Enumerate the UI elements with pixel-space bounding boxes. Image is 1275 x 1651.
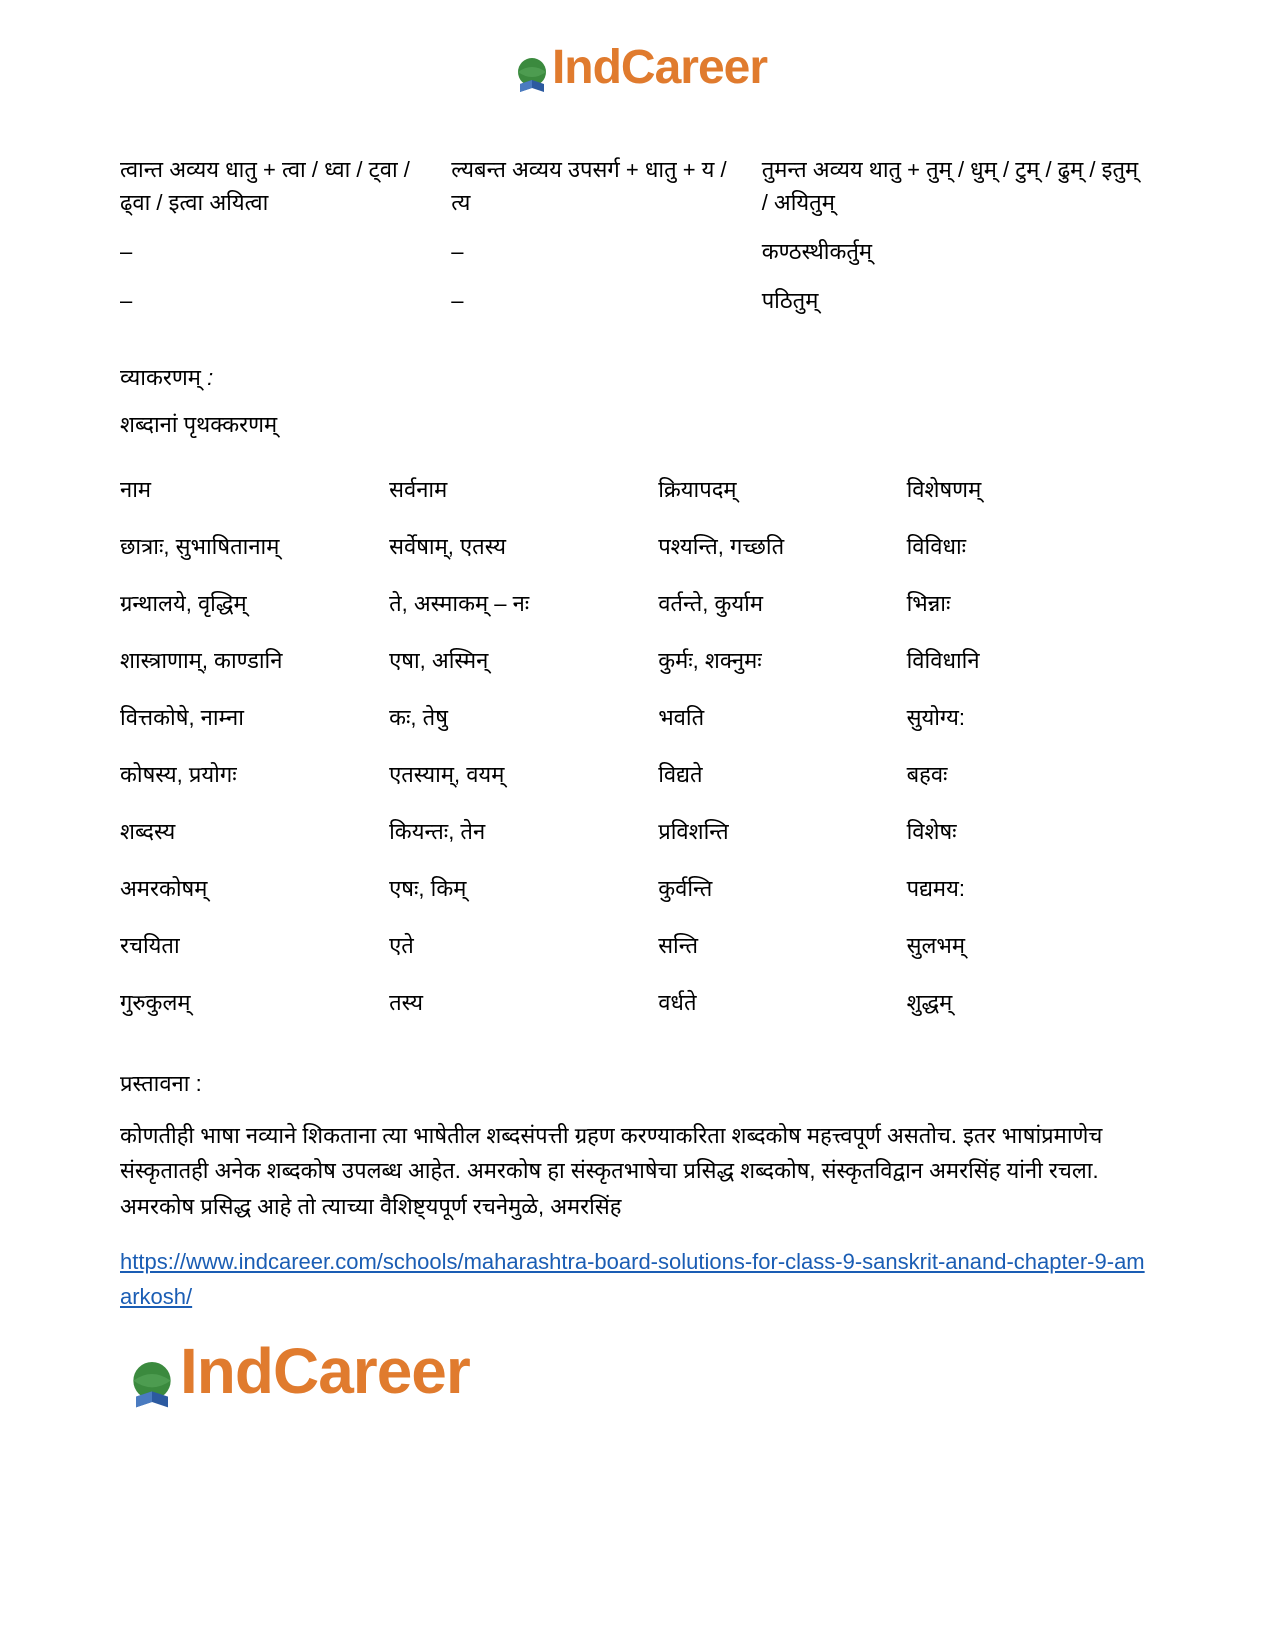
cell: अमरकोषम् <box>120 860 389 917</box>
table-row: कोषस्य, प्रयोगः एतस्याम्, वयम् विद्यते ब… <box>120 746 1155 803</box>
table-row: अमरकोषम् एषः, किम् कुर्वन्ति पद्यमय: <box>120 860 1155 917</box>
header-visheshan: विशेषणम् <box>907 461 1155 518</box>
table-row: – – कण्ठस्थीकर्तुम् <box>120 227 1155 276</box>
cell: विविधानि <box>907 632 1155 689</box>
cell: तस्य <box>389 974 658 1031</box>
cell: – <box>120 276 451 325</box>
cell: वर्धते <box>658 974 906 1031</box>
cell: गुरुकुलम् <box>120 974 389 1031</box>
globe-book-icon <box>508 52 556 105</box>
logo-bottom: IndCareer <box>120 1334 1155 1423</box>
intro-label: प्रस्तावना : <box>120 1071 1155 1100</box>
cell: पद्यमय: <box>907 860 1155 917</box>
intro-paragraph: कोणतीही भाषा नव्याने शिकताना त्या भाषेती… <box>120 1118 1155 1224</box>
table-row: शब्दस्य कियन्तः, तेन प्रविशन्ति विशेषः <box>120 803 1155 860</box>
table-header-row: नाम सर्वनाम क्रियापदम् विशेषणम् <box>120 461 1155 518</box>
cell: कोषस्य, प्रयोगः <box>120 746 389 803</box>
cell: एषा, अस्मिन् <box>389 632 658 689</box>
table-header-row: त्वान्त अव्यय धातु + त्वा / ध्वा / ट्वा … <box>120 145 1155 227</box>
cell: पश्यन्ति, गच्छति <box>658 518 906 575</box>
cell: कुर्वन्ति <box>658 860 906 917</box>
cell: शब्दस्य <box>120 803 389 860</box>
table-row: गुरुकुलम् तस्य वर्धते शुद्धम् <box>120 974 1155 1031</box>
cell: रचयिता <box>120 917 389 974</box>
cell: छात्राः, सुभाषितानाम् <box>120 518 389 575</box>
grammar-table: नाम सर्वनाम क्रियापदम् विशेषणम् छात्राः,… <box>120 461 1155 1031</box>
logo-top: IndCareer <box>120 40 1155 105</box>
table-row: छात्राः, सुभाषितानाम् सर्वेषाम्, एतस्य प… <box>120 518 1155 575</box>
cell: एषः, किम् <box>389 860 658 917</box>
globe-book-icon <box>120 1354 184 1423</box>
table-row: रचयिता एते सन्ति सुलभम् <box>120 917 1155 974</box>
cell: ते, अस्माकम् – नः <box>389 575 658 632</box>
cell: ग्रन्थालये, वृद्धिम् <box>120 575 389 632</box>
cell: – <box>451 227 762 276</box>
header-col1: त्वान्त अव्यय धातु + त्वा / ध्वा / ट्वा … <box>120 145 451 227</box>
cell: शुद्धम् <box>907 974 1155 1031</box>
cell: – <box>120 227 451 276</box>
cell: कः, तेषु <box>389 689 658 746</box>
table-row: शास्त्राणाम्, काण्डानि एषा, अस्मिन् कुर्… <box>120 632 1155 689</box>
cell: भिन्नाः <box>907 575 1155 632</box>
cell: भवति <box>658 689 906 746</box>
cell: बहवः <box>907 746 1155 803</box>
cell: सुलभम् <box>907 917 1155 974</box>
cell: – <box>451 276 762 325</box>
cell: कण्ठस्थीकर्तुम् <box>762 227 1155 276</box>
header-col2: ल्यबन्त अव्यय उपसर्ग + धातु + य / त्य <box>451 145 762 227</box>
vyakaran-text: व्याकरणम् <box>120 365 207 390</box>
cell: शास्त्राणाम्, काण्डानि <box>120 632 389 689</box>
shabdana-label: शब्दानां पृथक्करणम् <box>120 412 1155 441</box>
cell: विद्यते <box>658 746 906 803</box>
header-sarvanaam: सर्वनाम <box>389 461 658 518</box>
header-col3: तुमन्त अव्यय थातु + तुम् / धुम् / टुम् /… <box>762 145 1155 227</box>
cell: कुर्मः, शक्नुमः <box>658 632 906 689</box>
cell: वित्तकोषे, नाम्ना <box>120 689 389 746</box>
header-kriyapad: क्रियापदम् <box>658 461 906 518</box>
cell: एते <box>389 917 658 974</box>
cell: वर्तन्ते, कुर्याम <box>658 575 906 632</box>
avyaya-table: त्वान्त अव्यय धातु + त्वा / ध्वा / ट्वा … <box>120 145 1155 325</box>
table-row: वित्तकोषे, नाम्ना कः, तेषु भवति सुयोग्य: <box>120 689 1155 746</box>
table-row: – – पठितुम् <box>120 276 1155 325</box>
cell: सुयोग्य: <box>907 689 1155 746</box>
cell: विशेषः <box>907 803 1155 860</box>
cell: विविधाः <box>907 518 1155 575</box>
cell: कियन्तः, तेन <box>389 803 658 860</box>
colon: : <box>207 365 213 390</box>
cell: सन्ति <box>658 917 906 974</box>
cell: एतस्याम्, वयम् <box>389 746 658 803</box>
page-container: IndCareer त्वान्त अव्यय धातु + त्वा / ध्… <box>0 0 1275 1463</box>
cell: सर्वेषाम्, एतस्य <box>389 518 658 575</box>
vyakaran-label: व्याकरणम् : <box>120 365 1155 394</box>
brand-name: IndCareer <box>552 41 767 94</box>
source-link[interactable]: https://www.indcareer.com/schools/mahara… <box>120 1244 1155 1314</box>
cell: प्रविशन्ति <box>658 803 906 860</box>
header-naam: नाम <box>120 461 389 518</box>
cell: पठितुम् <box>762 276 1155 325</box>
table-row: ग्रन्थालये, वृद्धिम् ते, अस्माकम् – नः व… <box>120 575 1155 632</box>
brand-name: IndCareer <box>180 1335 470 1407</box>
